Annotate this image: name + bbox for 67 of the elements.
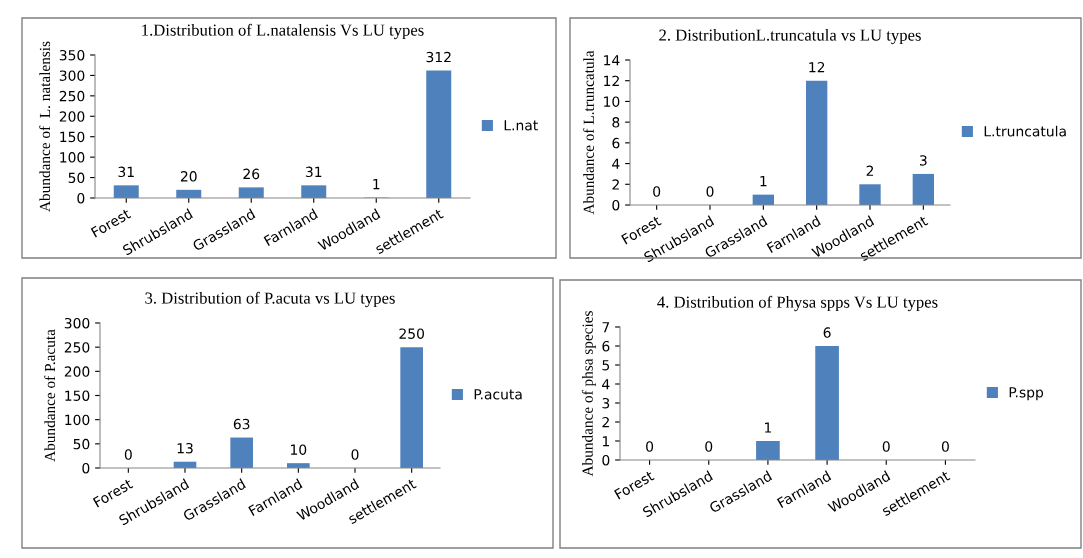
y-tick-label: 200 [59, 111, 85, 122]
y-tick-label: 0 [602, 454, 610, 466]
y-tick-label: 300 [59, 70, 85, 81]
y-tick-label: 0 [612, 199, 620, 211]
y-tick-label: 100 [65, 414, 90, 426]
data-label: 312 [426, 51, 451, 63]
data-label: 0 [706, 186, 714, 197]
data-label: 13 [177, 442, 193, 454]
data-label: 31 [305, 166, 322, 178]
data-label: 0 [882, 441, 890, 452]
y-tick-label: 50 [73, 438, 90, 450]
data-label: 0 [351, 449, 359, 460]
y-tick-label: 2 [612, 179, 619, 190]
y-tick-label: 100 [60, 152, 85, 163]
y-tick-label: 4 [612, 158, 620, 169]
y-tick-label: 350 [59, 49, 85, 61]
y-tick-label: 250 [59, 90, 85, 102]
data-label: 250 [399, 328, 424, 339]
y-axis-title: Abundance of P.acuta [44, 329, 56, 462]
y-axis-title: Abundance of phsa species [581, 311, 596, 477]
chart-title: 2. DistributionL.truncatula vs LU types [659, 28, 921, 45]
chart-title: 4. Distribution of Physa spps Vs LU types [657, 295, 938, 312]
data-label: 12 [809, 61, 825, 73]
y-tick-label: 10 [604, 96, 620, 107]
data-label: 6 [823, 327, 831, 338]
y-axis-title: Abundance of L. natalensis [39, 41, 51, 212]
y-tick-label: 1 [602, 436, 609, 447]
y-tick-label: 7 [602, 322, 610, 333]
data-label: 10 [291, 444, 307, 455]
data-label: 0 [653, 186, 661, 197]
legend-label: L.truncatula [984, 125, 1066, 137]
y-tick-label: 150 [65, 390, 90, 401]
legend-label: P.acuta [474, 389, 522, 400]
data-label: 0 [941, 441, 949, 452]
legend-label: L.nat [504, 120, 538, 131]
data-label: 1 [373, 179, 380, 190]
y-tick-label: 3 [602, 397, 610, 409]
data-label: 20 [180, 171, 197, 182]
legend-label: P.spp [1009, 387, 1044, 401]
y-tick-label: 0 [82, 462, 90, 474]
y-tick-label: 300 [64, 317, 90, 329]
y-tick-label: 14 [604, 55, 620, 66]
data-label: 1 [760, 176, 767, 187]
y-tick-label: 2 [602, 416, 609, 428]
y-tick-label: 150 [60, 131, 85, 143]
data-label: 31 [118, 166, 134, 178]
y-tick-label: 4 [602, 379, 610, 390]
chart-title: 1.Distribution of L.natalensis Vs LU types [142, 23, 424, 40]
data-label: 0 [124, 449, 132, 460]
data-label: 0 [646, 441, 654, 452]
data-label: 3 [919, 155, 927, 166]
chart-title: 3. Distribution of P.acuta vs LU types [145, 291, 395, 308]
data-label: 1 [765, 422, 772, 433]
y-tick-label: 250 [64, 342, 90, 353]
y-axis-title: Abundance of L.truncatula [583, 50, 595, 215]
y-tick-label: 200 [64, 366, 90, 377]
y-tick-label: 0 [77, 192, 85, 204]
data-label: 0 [705, 441, 713, 452]
y-tick-label: 6 [602, 340, 610, 352]
y-tick-label: 6 [612, 137, 620, 149]
y-tick-label: 12 [604, 75, 619, 86]
y-tick-label: 5 [602, 360, 610, 371]
y-tick-label: 50 [68, 172, 85, 184]
data-label: 26 [243, 168, 260, 180]
data-label: 2 [866, 165, 874, 176]
y-tick-label: 8 [612, 117, 620, 128]
data-label: 63 [233, 418, 250, 430]
